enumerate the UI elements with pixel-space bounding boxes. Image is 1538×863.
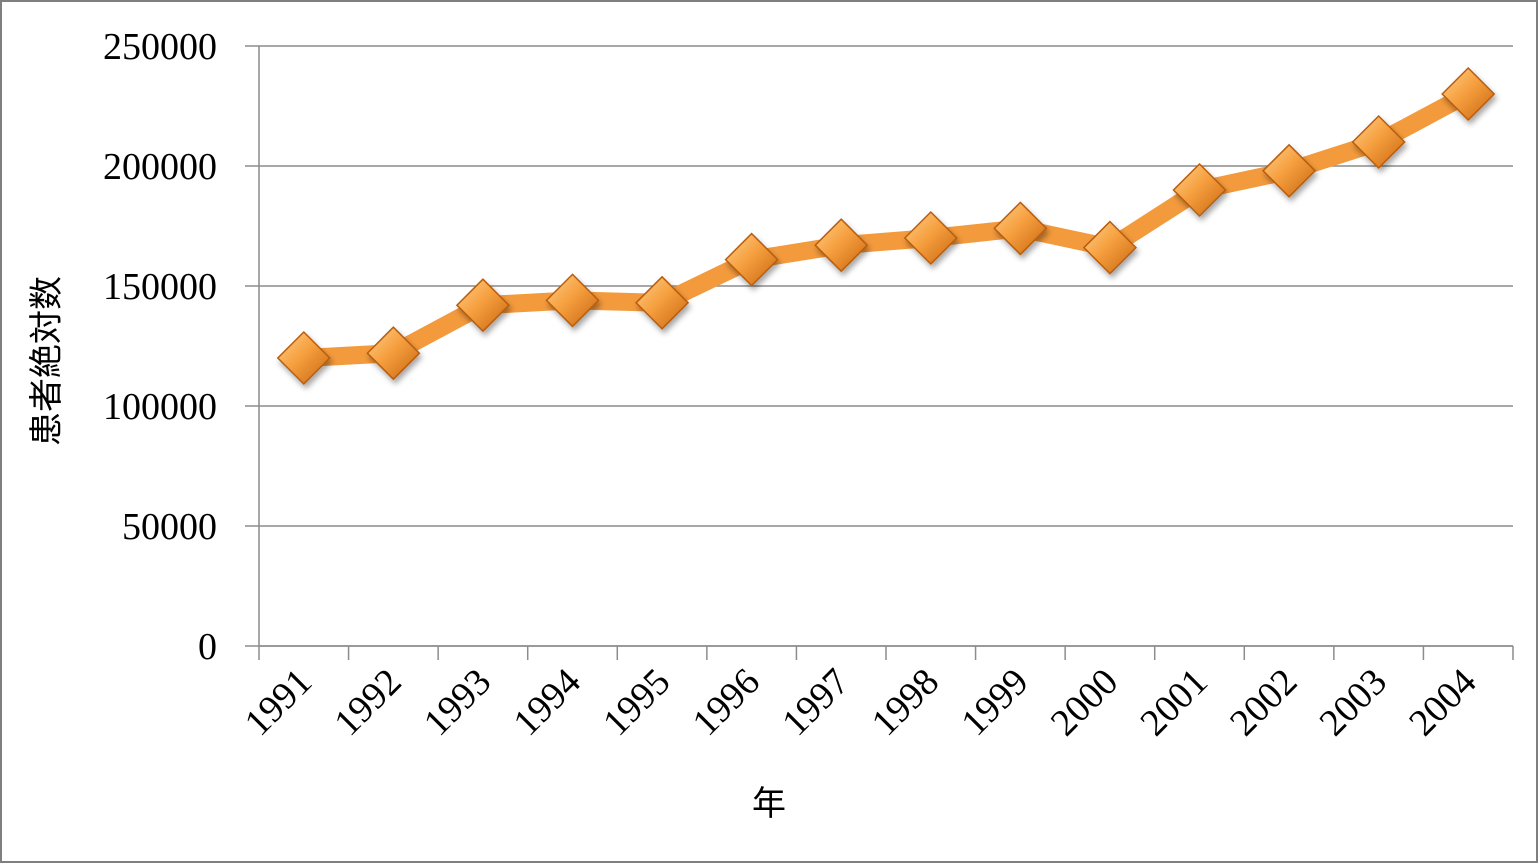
x-tick-label: 2001 [1132, 661, 1215, 744]
data-point-marker [366, 326, 421, 381]
x-tick-label: 1991 [237, 661, 320, 744]
data-point-marker [545, 273, 600, 328]
y-tick-label: 200000 [103, 146, 217, 188]
x-tick-label: 1995 [595, 661, 678, 744]
axes [258, 46, 1514, 660]
x-axis-title: 年 [752, 784, 786, 824]
x-tick-label: 1997 [774, 661, 857, 744]
y-tick-label: 100000 [103, 386, 217, 428]
x-tick-label: 1999 [953, 661, 1036, 744]
x-tick-label: 1998 [864, 661, 947, 744]
data-point-marker [1351, 114, 1406, 170]
y-tick-label: 150000 [103, 266, 217, 308]
gridlines [245, 45, 1513, 647]
x-tick-label: 2000 [1043, 661, 1126, 744]
data-point-marker [993, 201, 1048, 256]
x-tick-label: 2004 [1401, 661, 1484, 744]
y-tick-label: 0 [198, 626, 217, 668]
x-tick-label: 2002 [1222, 661, 1305, 744]
y-axis-title: 患者絶対数 [27, 276, 67, 446]
data-point-marker [455, 278, 510, 333]
y-tick-label: 250000 [103, 26, 217, 68]
y-tick-labels: 0 50000 100000 150000 200000 250000 [103, 26, 217, 668]
x-tick-label: 1994 [505, 661, 588, 744]
x-tick-label: 1993 [416, 661, 499, 744]
data-point-marker [1172, 162, 1227, 218]
x-tick-label: 1992 [326, 661, 409, 744]
data-point-marker [635, 275, 690, 330]
x-tick-label: 2003 [1312, 661, 1395, 744]
data-point-marker [1082, 220, 1137, 275]
data-point-marker [276, 330, 331, 386]
data-point-marker [724, 232, 779, 287]
x-tick-labels: 1991 1992 1993 1994 1995 1996 1997 1998 1999 2000… [237, 661, 1485, 744]
data-point-marker [814, 218, 869, 273]
data-point-marker [903, 210, 958, 266]
data-point-marker [1262, 143, 1317, 198]
data-point-marker [1441, 66, 1496, 122]
x-tick-label: 1996 [685, 661, 768, 744]
y-tick-label: 50000 [122, 506, 217, 548]
series-group [276, 66, 1496, 386]
